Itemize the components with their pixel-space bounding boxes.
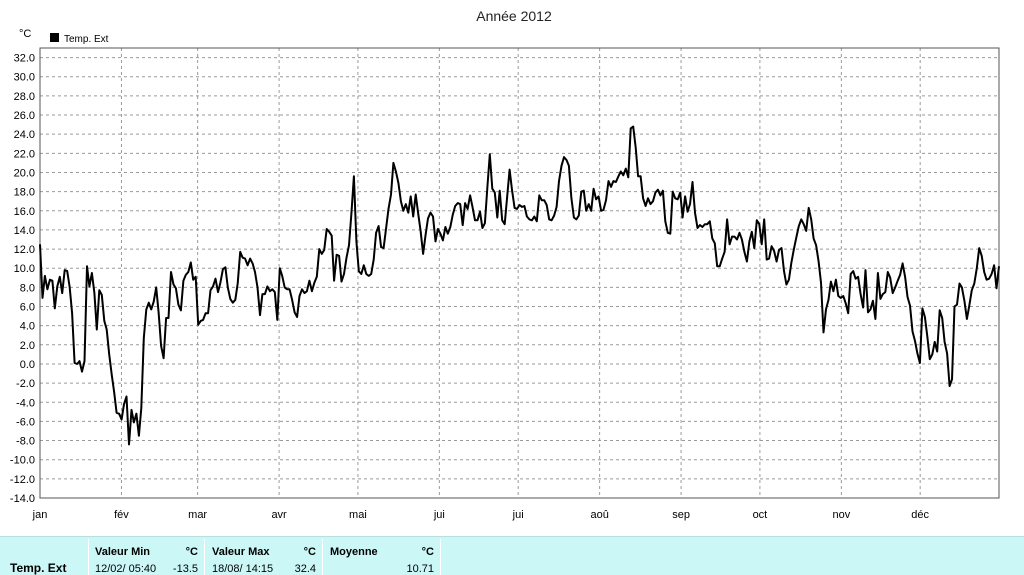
stats-series-label: Temp. Ext: [10, 561, 67, 575]
x-axis-ticks: jan fév mar avr mai jui jui aoû sep oct nov déc: [32, 509, 930, 521]
y-tick-label: 24.0: [14, 129, 35, 141]
x-tick-label: fév: [114, 509, 129, 521]
legend-swatch: [50, 33, 59, 42]
y-tick-label: 32.0: [14, 53, 35, 65]
y-tick-label: -12.0: [10, 474, 35, 486]
avg-value: 10.71: [406, 563, 434, 575]
x-tick-label: jui: [433, 509, 445, 521]
avg-header: Moyenne: [330, 546, 378, 558]
y-tick-label: 28.0: [14, 91, 35, 103]
series-line-temp-ext: [39, 125, 1000, 446]
max-value: 32.4: [294, 563, 316, 575]
min-value: -13.5: [172, 563, 198, 575]
x-tick-label: aoû: [590, 509, 608, 521]
y-tick-label: 18.0: [14, 187, 35, 199]
avg-unit: °C: [421, 546, 434, 558]
legend: Temp. Ext: [50, 33, 109, 45]
y-tick-label: 20.0: [14, 167, 35, 179]
y-tick-label: 4.0: [20, 321, 35, 333]
y-tick-label: -14.0: [10, 493, 35, 505]
stats-max-cell: Valeur Max °C 18/08/ 14:15 32.4: [205, 539, 323, 575]
y-tick-label: 8.0: [20, 282, 35, 294]
series-layer: [39, 125, 1000, 446]
y-tick-label: -2.0: [16, 378, 35, 390]
y-tick-label: -4.0: [16, 397, 35, 409]
x-tick-label: jan: [32, 509, 48, 521]
temperature-chart: Année 2012 °C Temp. Ext 32.0 30.0 28.0 26.0…: [10, 8, 1000, 521]
y-tick-label: 30.0: [14, 72, 35, 84]
stats-min-cell: Valeur Min °C 12/02/ 05:40 -13.5: [88, 539, 205, 575]
y-tick-label: 22.0: [14, 148, 35, 160]
y-tick-label: 16.0: [14, 206, 35, 218]
y-tick-label: 0.0: [20, 359, 35, 371]
legend-label: Temp. Ext: [64, 34, 109, 45]
y-tick-label: 10.0: [14, 263, 35, 275]
min-unit: °C: [185, 546, 198, 558]
stats-avg-cell: Moyenne °C 10.71: [323, 539, 441, 575]
x-tick-label: nov: [832, 509, 850, 521]
max-date: 18/08/ 14:15: [212, 563, 274, 575]
y-tick-label: 6.0: [20, 302, 35, 314]
y-axis-ticks: 32.0 30.0 28.0 26.0 24.0 22.0 20.0 18.0 16.0 14.0…: [10, 53, 35, 505]
max-header: Valeur Max: [212, 546, 270, 558]
y-tick-label: 2.0: [20, 340, 35, 352]
x-tick-label: mai: [349, 509, 367, 521]
y-tick-label: 12.0: [14, 244, 35, 256]
x-tick-label: oct: [753, 509, 768, 521]
y-tick-label: 26.0: [14, 110, 35, 122]
plot-frame: [39, 47, 1000, 499]
x-tick-label: sep: [672, 509, 690, 521]
y-tick-label: -8.0: [16, 436, 35, 448]
y-axis-unit-label: °C: [19, 28, 31, 40]
x-tick-label: déc: [911, 509, 929, 521]
x-tick-label: mar: [188, 509, 207, 521]
y-tick-label: -6.0: [16, 416, 35, 428]
grid: [40, 48, 999, 499]
min-date: 12/02/ 05:40: [95, 563, 157, 575]
y-tick-label: 14.0: [14, 225, 35, 237]
min-header: Valeur Min: [95, 546, 151, 558]
x-tick-label: avr: [271, 509, 287, 521]
statistics-bar: Temp. Ext Valeur Min °C 12/02/ 05:40 -13…: [0, 536, 1024, 575]
x-tick-label: jui: [512, 509, 524, 521]
max-unit: °C: [303, 546, 316, 558]
chart-title: Année 2012: [476, 8, 552, 24]
y-tick-label: -10.0: [10, 455, 35, 467]
